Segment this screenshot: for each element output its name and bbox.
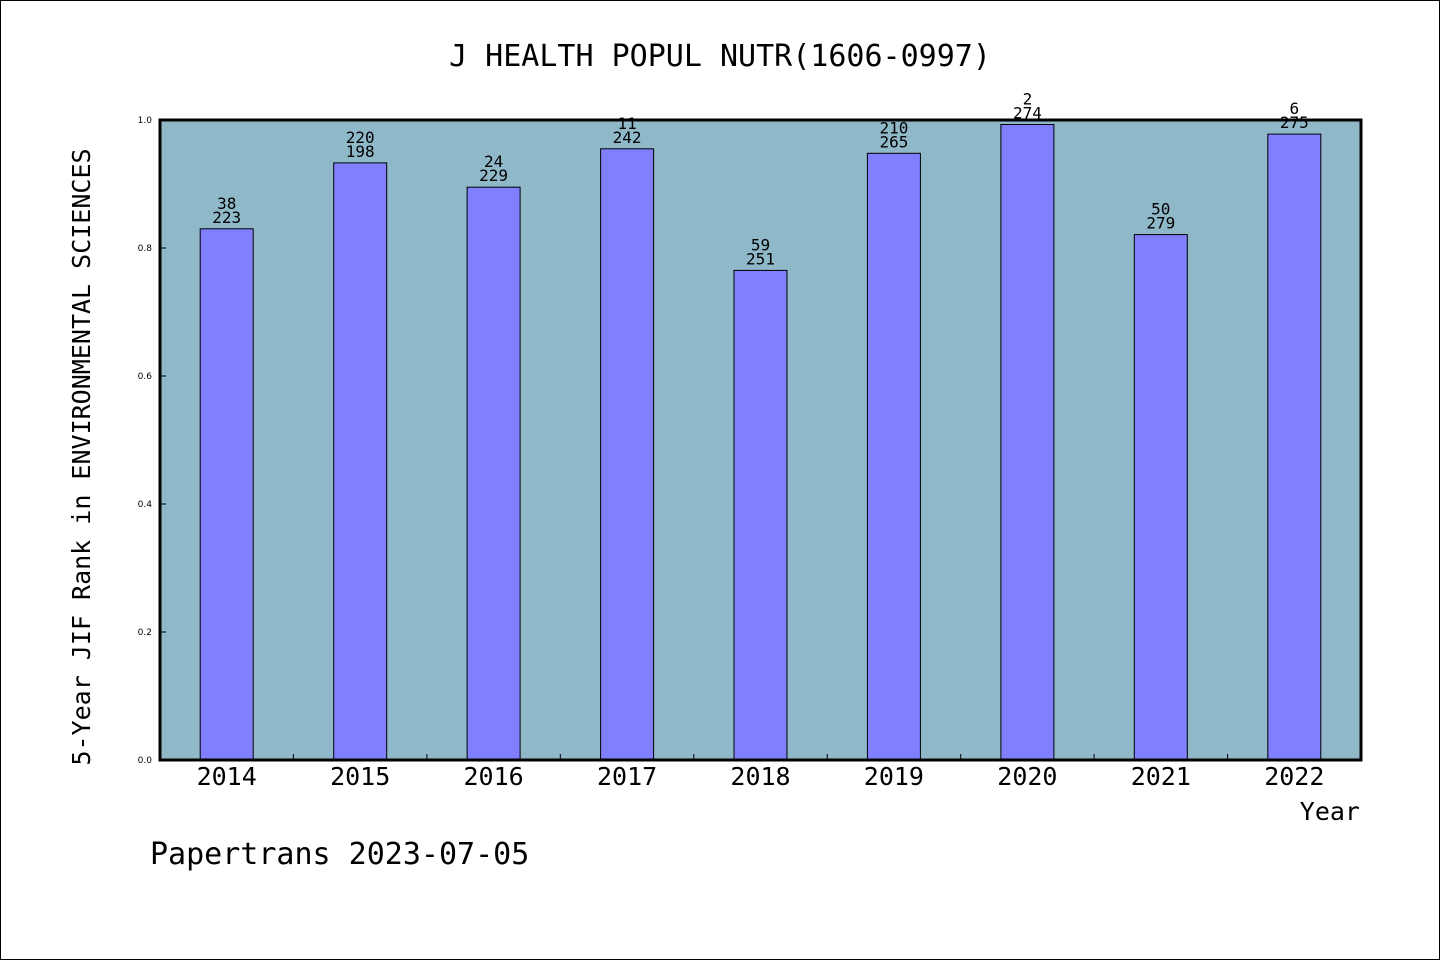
- y-tick-label-0.2: 0.2: [138, 628, 152, 638]
- bar-2014: [199, 228, 254, 761]
- x-tick-label-2014: 2014: [197, 762, 257, 791]
- bar-rank-label-2015: 220: [346, 128, 375, 147]
- bar-2022: [1267, 133, 1322, 761]
- bar-2018: [733, 269, 788, 761]
- bar-2019: [866, 152, 921, 761]
- bar-total-label-2019: 265: [879, 132, 908, 151]
- y-tick-label-0.6: 0.6: [138, 372, 153, 382]
- bar-total-label-2022: 275: [1280, 113, 1309, 132]
- bar-rank-label-2022: 6: [1289, 99, 1299, 118]
- chart-title: J HEALTH POPUL NUTR(1606-0997): [449, 39, 991, 74]
- x-axis-title: Year: [1300, 797, 1360, 826]
- x-tick-label-2021: 2021: [1131, 762, 1191, 791]
- bar-total-label-2020: 274: [1013, 104, 1042, 123]
- x-tick-label-2020: 2020: [997, 762, 1057, 791]
- y-axis: 0.0 0.2 0.4 0.6 0.8 1.0: [138, 116, 166, 766]
- bar-rank-label-2019: 210: [879, 118, 908, 137]
- bar-total-label-2021: 279: [1146, 214, 1175, 233]
- bar-rank-label-2021: 50: [1151, 200, 1170, 219]
- bar-2020: [1000, 124, 1055, 761]
- y-axis-title: 5-Year JIF Rank in ENVIRONMENTAL SCIENCE…: [67, 148, 96, 765]
- x-axis: 2014 2015 2016 2017 2018 2019 2020 2021 2022: [197, 754, 1324, 791]
- plot-border: [158, 118, 1363, 762]
- y-tick-label-0.4: 0.4: [138, 500, 153, 510]
- footer-date-stamp: Papertrans 2023-07-05: [150, 837, 529, 872]
- bar-rank-label-2018: 59: [751, 235, 770, 254]
- bar-total-label-2016: 229: [479, 166, 508, 185]
- bar-2021: [1133, 234, 1188, 761]
- bar-rank-label-2020: 2: [1023, 90, 1033, 109]
- y-tick-label-0.0: 0.0: [138, 756, 153, 766]
- bar-rank-label-2014: 38: [217, 194, 236, 213]
- bars-layer: [199, 124, 1322, 761]
- bar-total-label-2014: 223: [212, 208, 241, 227]
- x-tick-label-2016: 2016: [463, 762, 523, 791]
- x-tick-label-2018: 2018: [730, 762, 790, 791]
- y-tick-label-1.0: 1.0: [138, 116, 153, 126]
- y-tick-label-0.8: 0.8: [138, 244, 153, 254]
- bar-2017: [600, 148, 655, 761]
- bar-total-label-2017: 242: [613, 128, 642, 147]
- bar-total-label-2018: 251: [746, 249, 775, 268]
- x-tick-label-2017: 2017: [597, 762, 657, 791]
- bar-rank-label-2016: 24: [484, 152, 503, 171]
- bar-2016: [466, 186, 521, 761]
- bar-total-label-2015: 198: [346, 142, 375, 161]
- bar-2015: [333, 162, 388, 761]
- x-tick-label-2022: 2022: [1264, 762, 1324, 791]
- bar-labels-layer: 3822322019824229112425925121026522745027…: [212, 90, 1309, 269]
- x-tick-label-2015: 2015: [330, 762, 390, 791]
- x-tick-label-2019: 2019: [864, 762, 924, 791]
